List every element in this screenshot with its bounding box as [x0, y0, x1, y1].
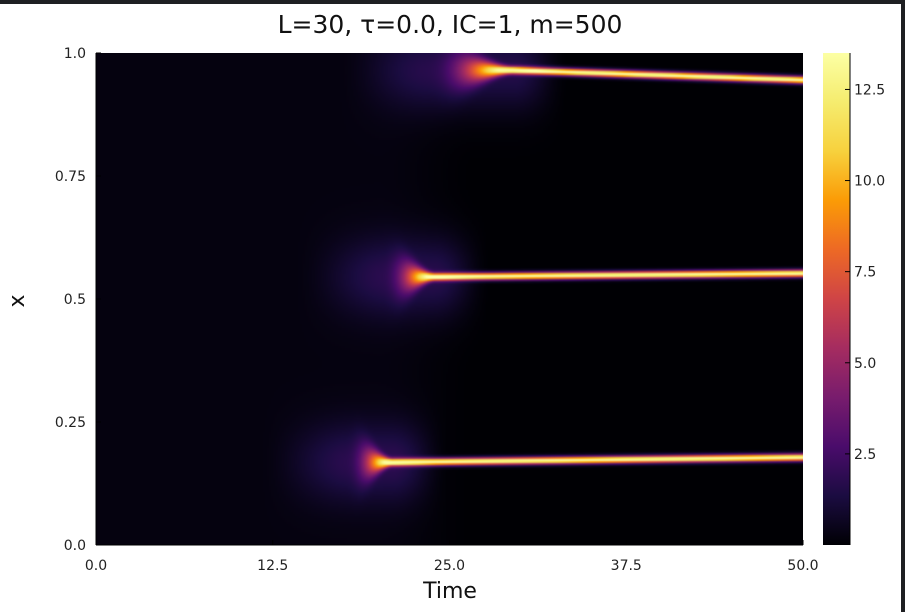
colorbar-tick-label: 10.0	[854, 174, 885, 190]
y-axis-title: x	[5, 294, 30, 307]
x-tick-label: 25.0	[434, 558, 465, 574]
y-tick-label: 1.0	[64, 46, 86, 62]
y-tick-label: 0.5	[64, 292, 86, 308]
colorbar-tick-label: 12.5	[854, 82, 885, 98]
x-tick-label: 50.0	[787, 558, 818, 574]
y-tick-label: 0.75	[55, 169, 86, 185]
x-tick-label: 0.0	[85, 558, 107, 574]
colorbar	[823, 53, 850, 545]
heatmap-figure: L=30, τ=0.0, IC=1, m=500 0.0 12.5 25.0 37.5…	[5, 10, 885, 604]
figure: L=30, τ=0.0, IC=1, m=500 0.0 12.5 25.0 37.5…	[0, 4, 901, 612]
colorbar-tick-label: 2.5	[854, 447, 876, 463]
y-tick-label: 0.0	[64, 538, 86, 554]
colorbar-tick-label: 7.5	[854, 265, 876, 281]
y-tick-label: 0.25	[55, 415, 86, 431]
x-tick-label: 12.5	[257, 558, 288, 574]
x-axis-title: Time	[422, 579, 477, 604]
x-tick-label: 37.5	[611, 558, 642, 574]
colorbar-tick-label: 5.0	[854, 356, 876, 372]
heatmap-image	[96, 53, 803, 545]
chart-title: L=30, τ=0.0, IC=1, m=500	[278, 10, 623, 39]
